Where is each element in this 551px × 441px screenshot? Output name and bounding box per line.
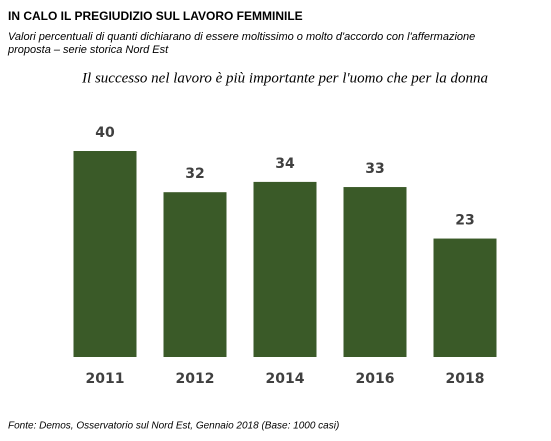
x-tick-label: 2011 — [86, 371, 125, 387]
x-tick-label: 2012 — [176, 371, 215, 387]
subtitle: Valori percentuali di quanti dichiarano … — [8, 31, 475, 43]
data-label: 32 — [185, 166, 204, 182]
x-tick-label: 2018 — [446, 371, 485, 387]
x-tick-label: 2014 — [266, 371, 305, 387]
data-label: 23 — [455, 213, 474, 229]
data-label: 34 — [275, 156, 295, 172]
source: Fonte: Demos, Osservatorio sul Nord Est,… — [8, 421, 339, 432]
bar — [343, 187, 407, 357]
bar — [73, 151, 137, 357]
data-label: 40 — [95, 125, 115, 141]
subtitle: proposta – serie storica Nord Est — [7, 44, 169, 56]
bar — [163, 192, 227, 357]
chart-title: Il successo nel lavoro è più importante … — [81, 70, 488, 86]
x-tick-label: 2016 — [356, 371, 395, 387]
bar — [433, 238, 497, 357]
bar — [253, 181, 317, 357]
data-label: 33 — [365, 161, 384, 177]
page-title: IN CALO IL PREGIUDIZIO SUL LAVORO FEMMIN… — [8, 9, 303, 23]
